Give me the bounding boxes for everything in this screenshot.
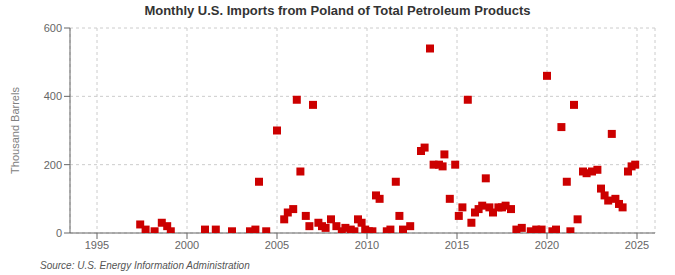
svg-text:Thousand Barrels: Thousand Barrels [9,87,21,174]
svg-text:2020: 2020 [535,239,559,251]
svg-text:200: 200 [44,159,62,171]
svg-text:2010: 2010 [355,239,379,251]
svg-text:2000: 2000 [175,239,199,251]
html-text:Source: U.S. Energy Informatio: Source: U.S. Energy Information Administ… [40,260,250,271]
svg-text:2005: 2005 [265,239,289,251]
svg-text:0: 0 [56,227,62,239]
svg-text:2015: 2015 [445,239,469,251]
html-text:Monthly U.S. Imports from Pola: Monthly U.S. Imports from Poland of Tota… [144,3,531,18]
svg-text:600: 600 [44,22,62,34]
svg-text:400: 400 [44,90,62,102]
svg-text:1995: 1995 [85,239,109,251]
svg-text:2025: 2025 [625,239,649,251]
